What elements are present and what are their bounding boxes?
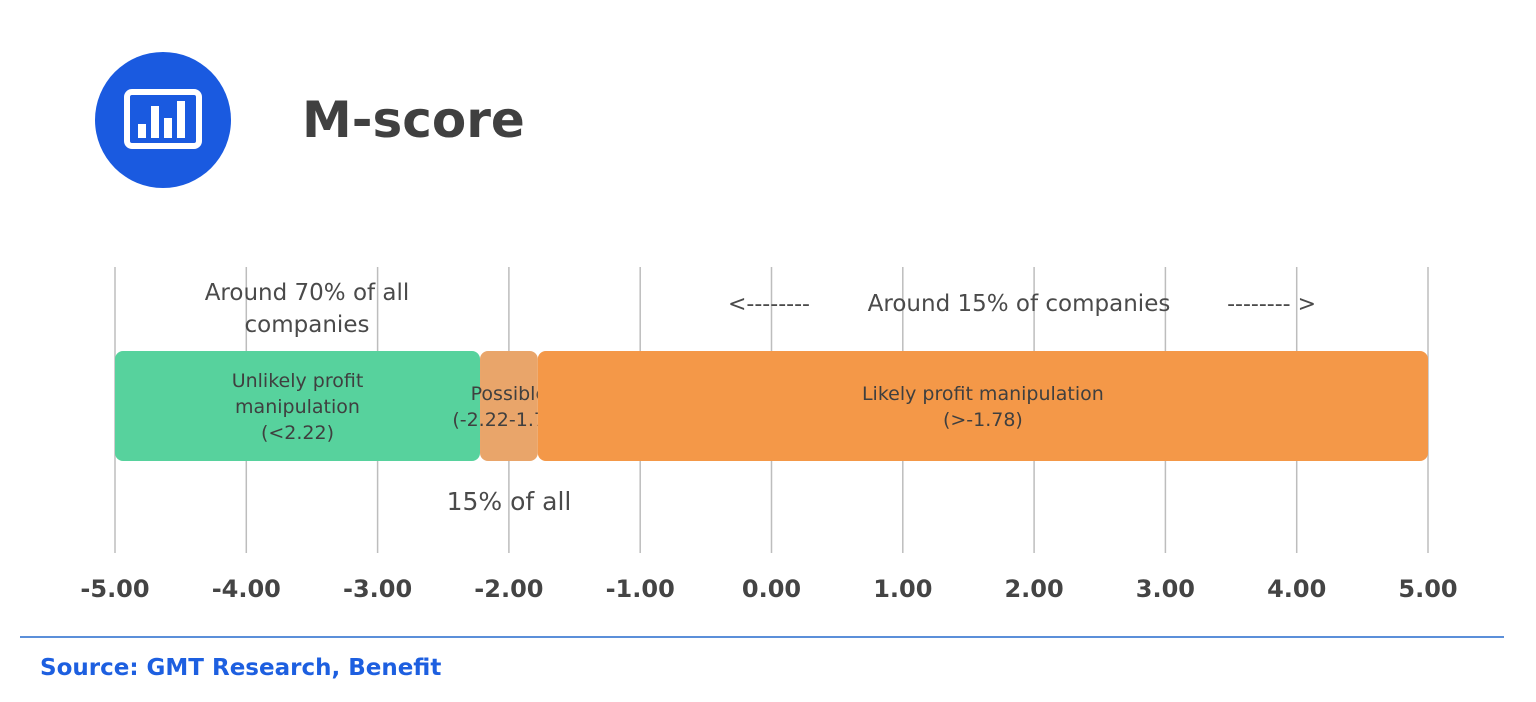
x-axis-tick-labels: -5.00 -4.00 -3.00 -2.00 -1.00 0.00 1.00 2.00 3.0… bbox=[80, 575, 1457, 603]
segment-possible-label: (-2.22-1.78) bbox=[452, 409, 565, 431]
unlikely-share-line-1: Around 70% of all bbox=[205, 280, 410, 306]
x-tick-label: -5.00 bbox=[80, 575, 149, 603]
page-title: M-score bbox=[302, 91, 525, 149]
x-tick-label: -4.00 bbox=[212, 575, 281, 603]
source-note: Source: GMT Research, Benefit bbox=[40, 655, 441, 681]
possible-share: 15% of all bbox=[447, 487, 572, 516]
segment-unlikely-label: (<2.22) bbox=[261, 422, 334, 444]
header: M-score bbox=[95, 52, 525, 188]
segment-likely-label: Likely profit manipulation bbox=[862, 383, 1104, 405]
score-ranges: Unlikely profit manipulation (<2.22) Possib… bbox=[115, 351, 1428, 461]
segment-likely-label: (>-1.78) bbox=[943, 409, 1023, 431]
x-tick-label: -2.00 bbox=[474, 575, 543, 603]
x-tick-label: 1.00 bbox=[873, 575, 932, 603]
x-tick-label: 4.00 bbox=[1267, 575, 1326, 603]
likely-share-right-arrow: -------- > bbox=[1227, 292, 1316, 317]
segment-unlikely bbox=[115, 351, 481, 461]
x-tick-label: -3.00 bbox=[343, 575, 412, 603]
likely-share-left-arrow: <-------- bbox=[728, 292, 810, 317]
segment-likely bbox=[537, 351, 1428, 461]
x-tick-label: -1.00 bbox=[606, 575, 675, 603]
segment-possible bbox=[480, 351, 538, 461]
segment-possible-label: Possible bbox=[471, 383, 548, 405]
x-tick-label: 2.00 bbox=[1004, 575, 1063, 603]
segment-unlikely-label: Unlikely profit bbox=[232, 370, 364, 392]
icon-circle bbox=[95, 52, 231, 188]
x-tick-label: 5.00 bbox=[1398, 575, 1457, 603]
unlikely-share-line-2: companies bbox=[245, 312, 370, 338]
x-tick-label: 3.00 bbox=[1136, 575, 1195, 603]
likely-share-text: Around 15% of companies bbox=[868, 291, 1171, 317]
segment-unlikely-label: manipulation bbox=[235, 396, 360, 418]
bar-chart-icon bbox=[124, 89, 202, 149]
x-tick-label: 0.00 bbox=[742, 575, 801, 603]
annotations: Around 70% of all companies <-------- Ar… bbox=[205, 280, 1316, 516]
